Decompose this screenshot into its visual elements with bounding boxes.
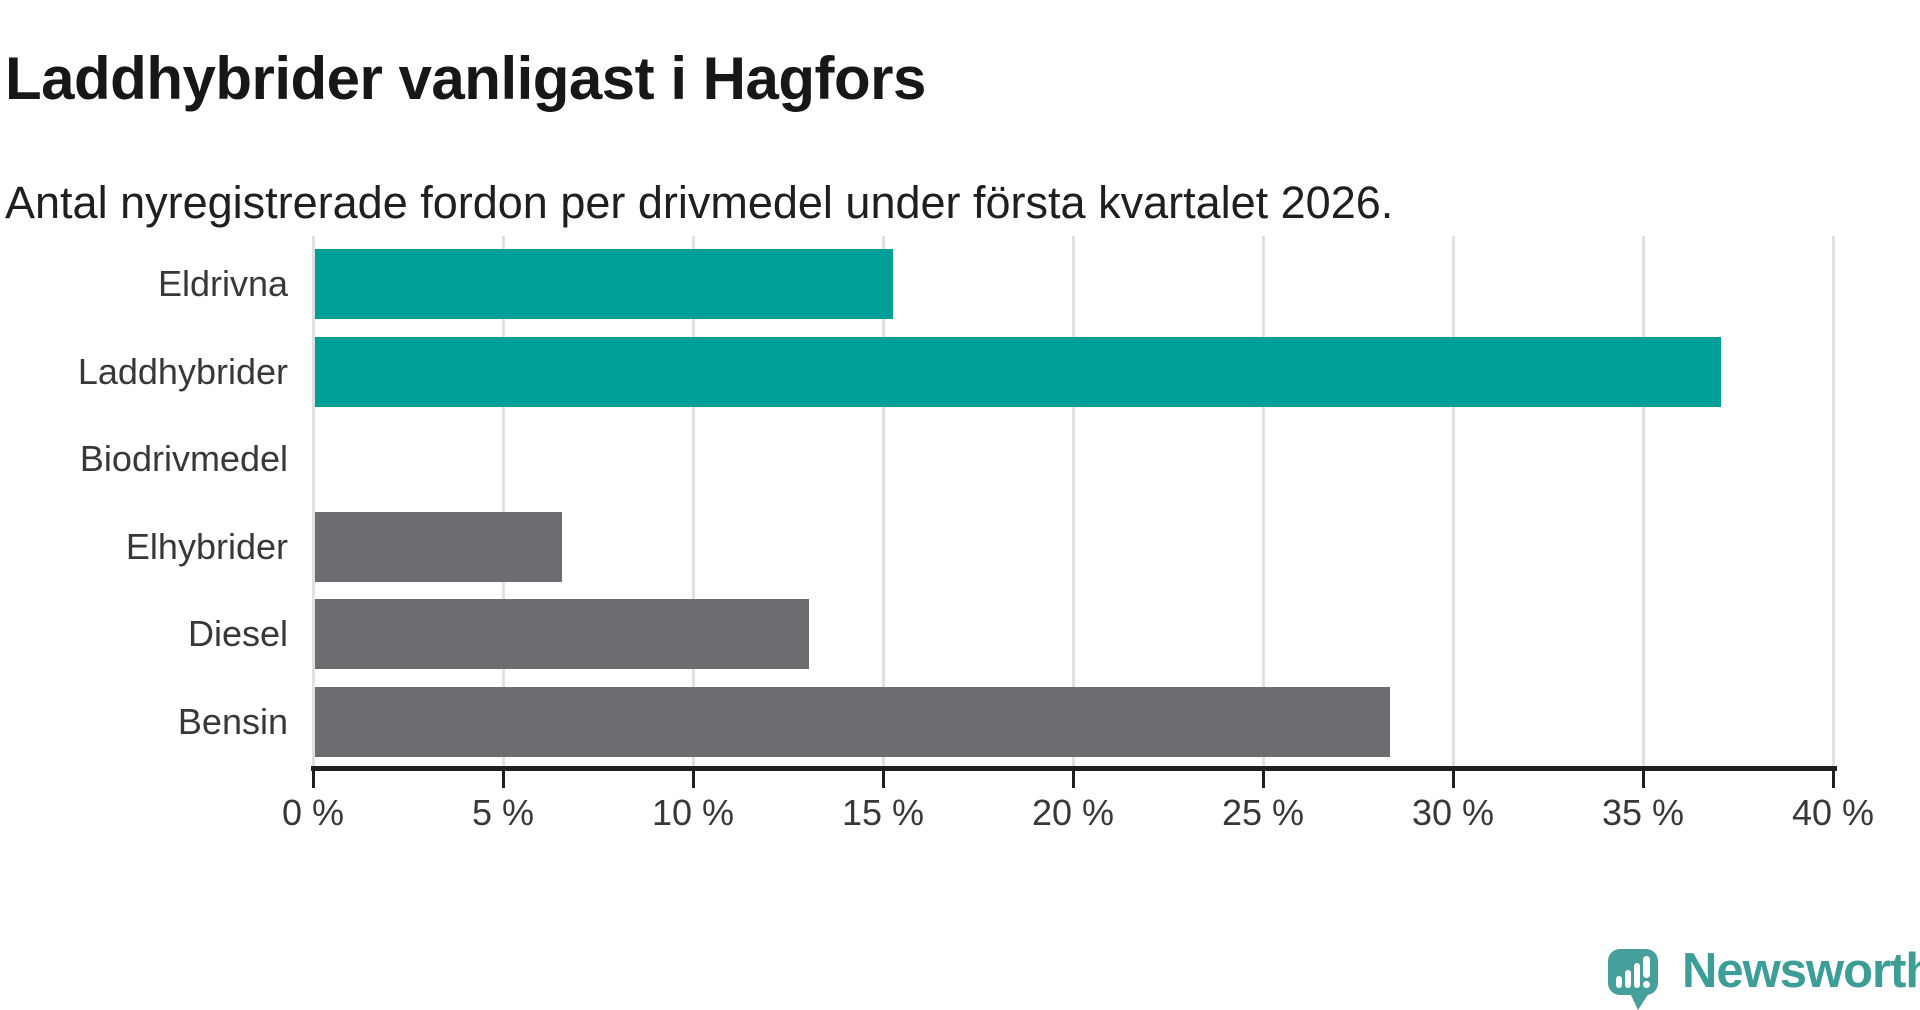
gridline xyxy=(1641,236,1645,766)
gridline xyxy=(881,236,885,766)
x-axis-tick xyxy=(691,771,695,788)
x-tick-label: 40 % xyxy=(1791,792,1875,833)
x-axis-line xyxy=(311,766,1837,771)
category-label: Laddhybrider xyxy=(77,350,288,392)
newsworthy-logo-text: Newsworthy xyxy=(1682,944,1920,998)
x-axis-tick xyxy=(1451,771,1455,788)
category-label: Elhybrider xyxy=(125,525,288,567)
page-title: Laddhybrider vanligast i Hagfors xyxy=(5,45,926,113)
gridline xyxy=(691,236,695,766)
gridline xyxy=(1831,236,1835,766)
bar xyxy=(315,511,562,582)
x-tick-label: 10 % xyxy=(651,792,735,833)
x-tick-label: 15 % xyxy=(841,792,925,833)
category-label: Diesel xyxy=(187,613,288,654)
x-tick-label: 5 % xyxy=(471,792,535,833)
x-axis-tick xyxy=(1641,771,1645,788)
bar xyxy=(315,686,1391,757)
x-axis-tick xyxy=(311,771,315,788)
bar xyxy=(315,249,893,319)
gridline xyxy=(311,236,315,766)
category-label: Biodrivmedel xyxy=(79,438,288,479)
logo-bar-medium xyxy=(1625,970,1631,988)
x-axis-tick xyxy=(1831,771,1835,788)
bar xyxy=(315,336,1721,407)
logo-exclamation xyxy=(1643,956,1650,988)
logo-bar-small xyxy=(1616,976,1622,988)
x-axis-tick xyxy=(1261,771,1265,788)
page-subtitle: Antal nyregistrerade fordon per drivmede… xyxy=(5,177,1394,228)
newsworthy-speech-bubble-chart-icon xyxy=(1608,949,1658,1010)
x-tick-label: 35 % xyxy=(1601,792,1685,833)
bar xyxy=(315,599,809,669)
gridline xyxy=(1071,236,1075,766)
x-axis-tick xyxy=(881,771,885,788)
x-tick-label: 20 % xyxy=(1031,792,1115,833)
gridline xyxy=(1451,236,1455,766)
x-tick-label: 0 % xyxy=(281,792,345,833)
x-axis-tick xyxy=(1071,771,1075,788)
gridline xyxy=(1261,236,1265,766)
category-label: Eldrivna xyxy=(157,263,288,304)
logo-bar-large xyxy=(1634,963,1640,988)
gridline xyxy=(501,236,505,766)
x-tick-label: 25 % xyxy=(1221,792,1305,833)
x-axis-tick xyxy=(501,771,505,788)
category-label: Bensin xyxy=(177,700,288,742)
x-tick-label: 30 % xyxy=(1411,792,1495,833)
logo-bubble-tail xyxy=(1630,993,1649,1010)
